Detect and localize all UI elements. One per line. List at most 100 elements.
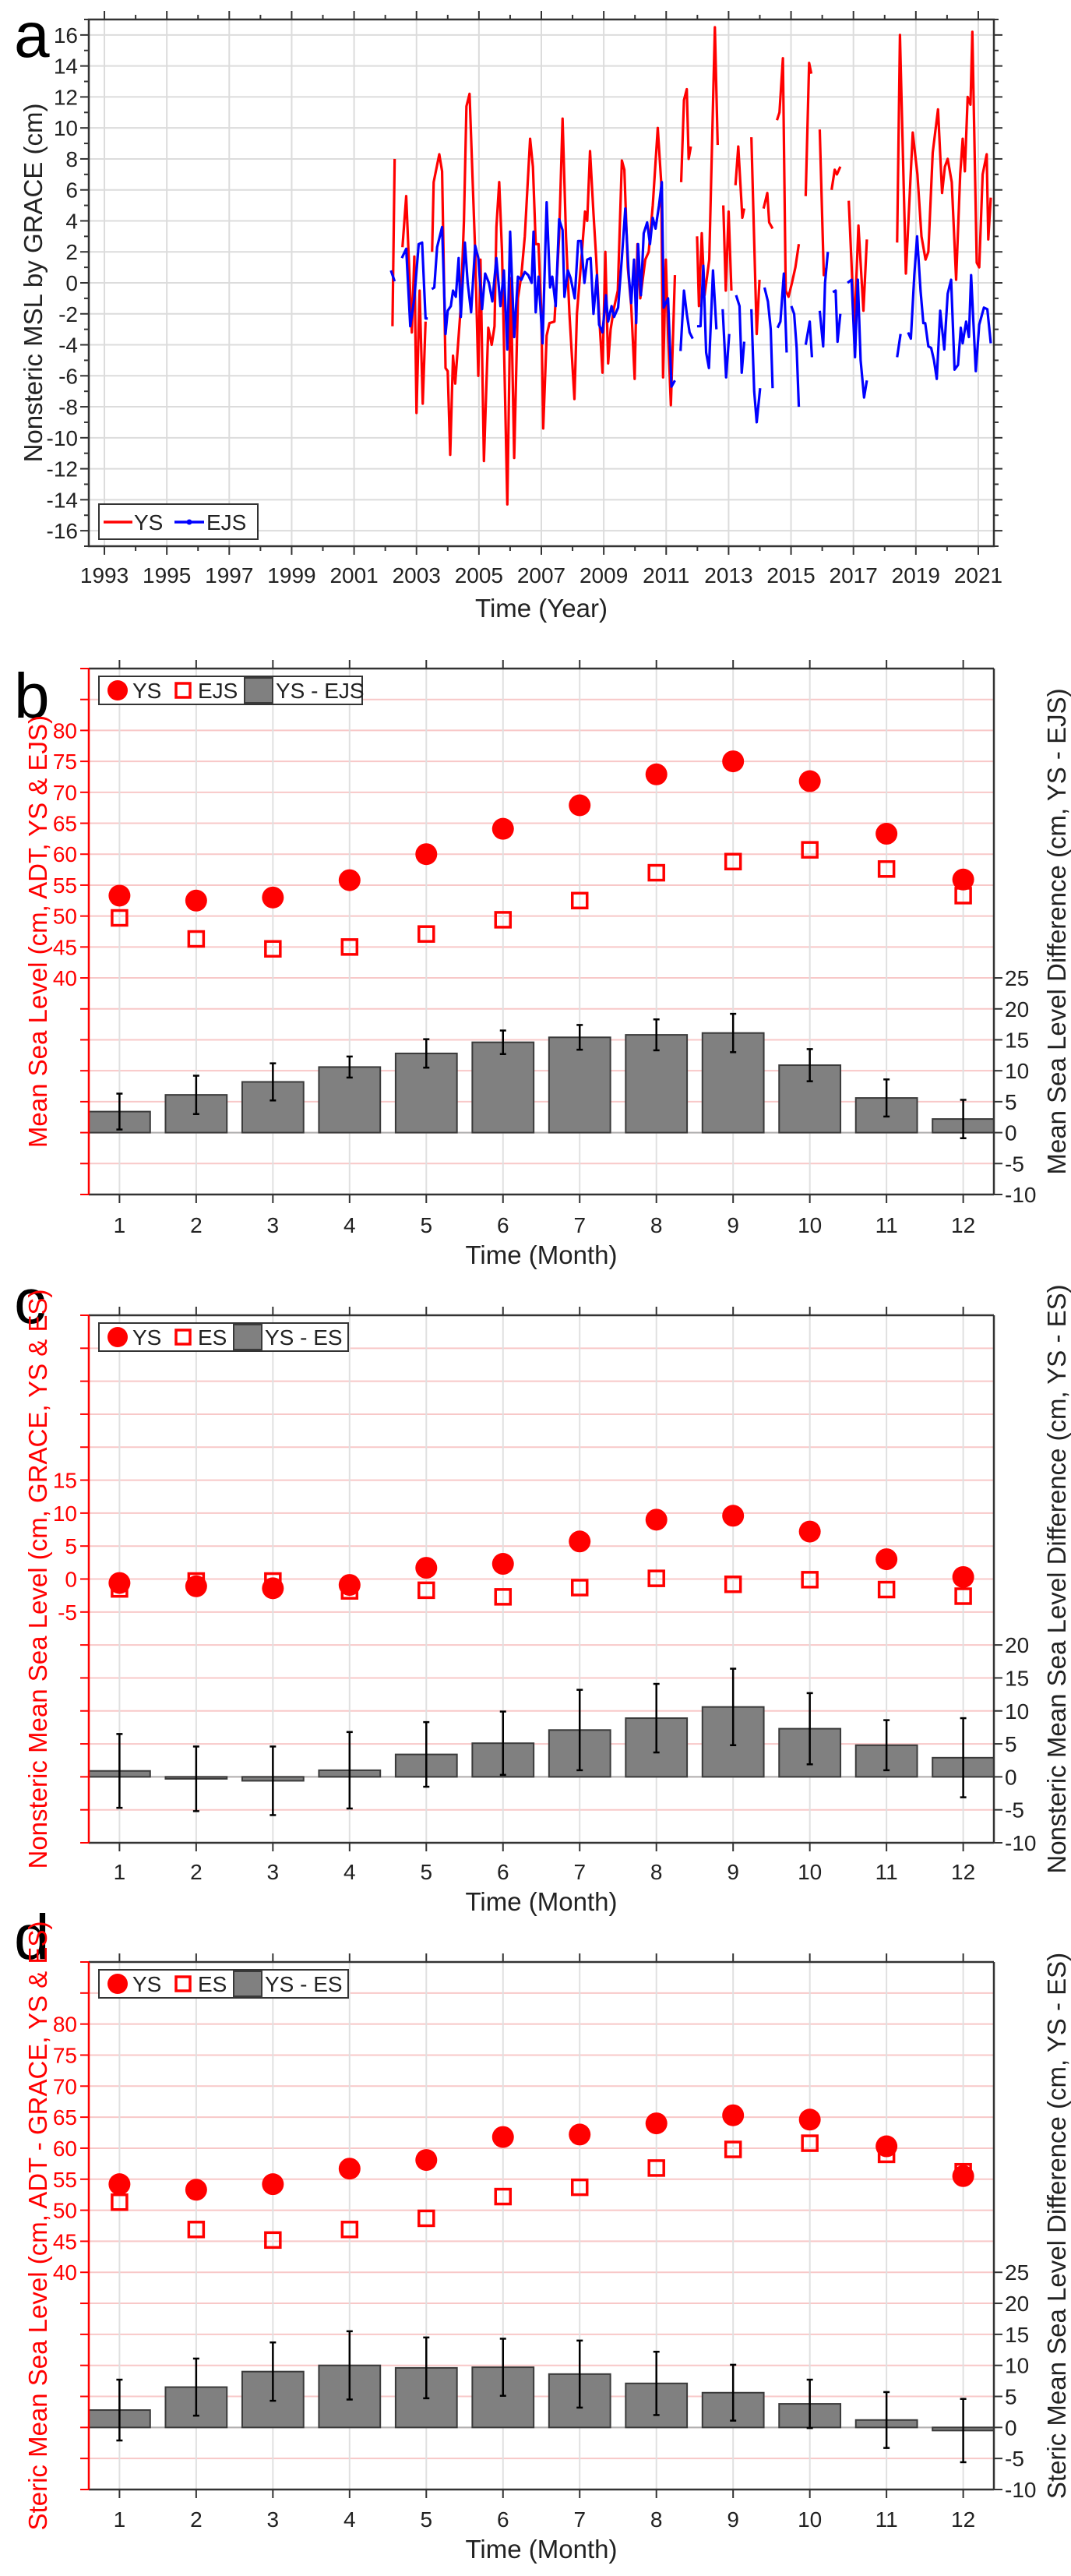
- x-tick-label: 6: [497, 1213, 509, 1237]
- x-tick-label: 5: [420, 1860, 432, 1884]
- marker-circle-6: [491, 2126, 514, 2148]
- x-tick-label: 7: [573, 1860, 586, 1884]
- y-left-tick-label: 55: [53, 873, 77, 898]
- marker-circle-1: [108, 1572, 131, 1594]
- marker-square-9: [724, 2140, 742, 2158]
- x-tick-label: 10: [798, 2507, 822, 2532]
- legend-marker-ejs: [186, 519, 192, 525]
- marker-square-5: [417, 925, 435, 943]
- series-line-ejs: [776, 272, 788, 353]
- marker-circle-2: [185, 2179, 207, 2201]
- marker-circle-12: [952, 2165, 974, 2187]
- series-line-ejs: [389, 270, 396, 282]
- x-tick-label: 10: [798, 1860, 822, 1884]
- y-right-tick-label: -10: [1005, 1183, 1036, 1207]
- legend-label-circle: YS: [132, 1325, 161, 1350]
- marker-circle-3: [262, 886, 284, 909]
- y-right-tick-label: 20: [1005, 2292, 1029, 2316]
- legend-swatch-bar: [233, 1971, 262, 1997]
- y-right-tick-label: -5: [1005, 2447, 1024, 2471]
- x-tick-label: 11: [875, 2507, 898, 2532]
- legend: YS ES YS - ES: [98, 1322, 349, 1352]
- y-right-tick-label: 0: [1005, 2415, 1017, 2440]
- marker-circle-10: [798, 2108, 821, 2131]
- legend-label-square: EJS: [198, 679, 238, 703]
- marker-circle-1: [108, 884, 131, 907]
- x-tick-label: 11: [875, 1213, 898, 1237]
- legend-label-bar: YS - ES: [265, 1972, 343, 1996]
- y-tick-label: 10: [54, 116, 78, 140]
- panel-letter: a: [14, 0, 50, 71]
- marker-circle-5: [415, 1557, 438, 1579]
- marker-square-10: [801, 1571, 819, 1589]
- legend: YS ES YS - ES: [98, 1969, 349, 1999]
- series-line-ys: [391, 158, 396, 326]
- x-tick-label: 6: [497, 1860, 509, 1884]
- y-right-tick-label: 5: [1005, 1732, 1017, 1756]
- legend-marker-circle: [107, 1974, 128, 1994]
- y-left-axis-label: Nonsteric Mean Sea Level (cm, GRACE, YS …: [23, 1290, 52, 1869]
- series-line-ejs: [400, 241, 428, 328]
- marker-square-5: [417, 2209, 435, 2228]
- marker-square-6: [494, 911, 513, 929]
- y-tick-label: -12: [47, 457, 78, 482]
- marker-circle-10: [798, 1520, 821, 1543]
- series-line-ejs: [804, 320, 813, 358]
- marker-circle-5: [415, 2149, 438, 2172]
- y-tick-label: 0: [65, 271, 78, 295]
- x-tick-label: 8: [650, 2507, 663, 2532]
- series-line-ejs: [735, 295, 746, 374]
- x-tick-label: 2011: [643, 563, 689, 588]
- marker-circle-7: [569, 1530, 591, 1553]
- series-line-ejs: [763, 287, 774, 389]
- x-tick-label: 2009: [580, 563, 628, 588]
- x-tick-label: 1: [114, 2507, 126, 2532]
- marker-circle-3: [262, 2173, 284, 2196]
- legend-label-ys: YS: [134, 510, 163, 535]
- series-line-ys: [762, 192, 774, 230]
- y-right-axis-label: Mean Sea Level Difference (cm, YS - EJS): [1042, 688, 1071, 1174]
- x-tick-label: 1: [114, 1213, 126, 1237]
- series-line-ys: [750, 137, 761, 336]
- series-line-ys: [401, 195, 427, 415]
- x-tick-label: 1993: [80, 563, 129, 588]
- y-left-tick-label: 65: [53, 2105, 77, 2130]
- y-right-tick-label: 25: [1005, 2260, 1029, 2285]
- marker-circle-6: [491, 817, 514, 840]
- x-tick-label: 5: [420, 2507, 432, 2532]
- marker-circle-5: [415, 843, 438, 866]
- y-left-tick-label: 70: [53, 2074, 77, 2098]
- x-tick-label: 2: [190, 2507, 203, 2532]
- series-line-ys: [818, 129, 828, 277]
- x-tick-label: 2019: [892, 563, 940, 588]
- x-tick-label: 12: [951, 1213, 975, 1237]
- x-tick-label: 2001: [329, 563, 378, 588]
- x-tick-label: 1: [114, 1860, 126, 1884]
- series-line-ys: [431, 92, 677, 506]
- y-right-tick-label: -10: [1005, 2478, 1036, 2502]
- y-left-tick-label: 70: [53, 781, 77, 805]
- y-left-tick-label: 10: [53, 1501, 77, 1526]
- panel-letter: c: [14, 1266, 46, 1337]
- y-left-axis-label: Mean Sea Level (cm, ADT, YS & EJS): [23, 715, 52, 1148]
- panel-b: b1 2 3 4 5 6 7 8 9 10 11 12404550556065707580-10-50…: [14, 660, 1071, 1269]
- series-line-ejs: [847, 278, 868, 399]
- y-left-tick-label: 60: [53, 2137, 77, 2161]
- y-axis-label: Nonsteric MSL by GRACE (cm): [19, 104, 48, 463]
- y-left-tick-label: 80: [53, 2013, 77, 2037]
- y-right-tick-label: 15: [1005, 2323, 1029, 2347]
- series-line-ejs: [750, 309, 762, 424]
- x-tick-label: 7: [573, 2507, 586, 2532]
- y-tick-label: 12: [54, 85, 78, 109]
- marker-square-2: [187, 930, 206, 948]
- series-line-ys: [896, 30, 992, 281]
- legend-label-ejs: EJS: [206, 510, 246, 535]
- marker-square-2: [187, 2221, 206, 2239]
- marker-square-3: [264, 940, 282, 958]
- x-tick-label: 12: [951, 2507, 975, 2532]
- y-left-tick-label: 60: [53, 842, 77, 866]
- panel-letter: d: [14, 1902, 50, 1973]
- y-left-tick-label: 50: [53, 905, 77, 929]
- series-line-ejs: [832, 289, 842, 344]
- legend: YS EJS: [98, 503, 259, 540]
